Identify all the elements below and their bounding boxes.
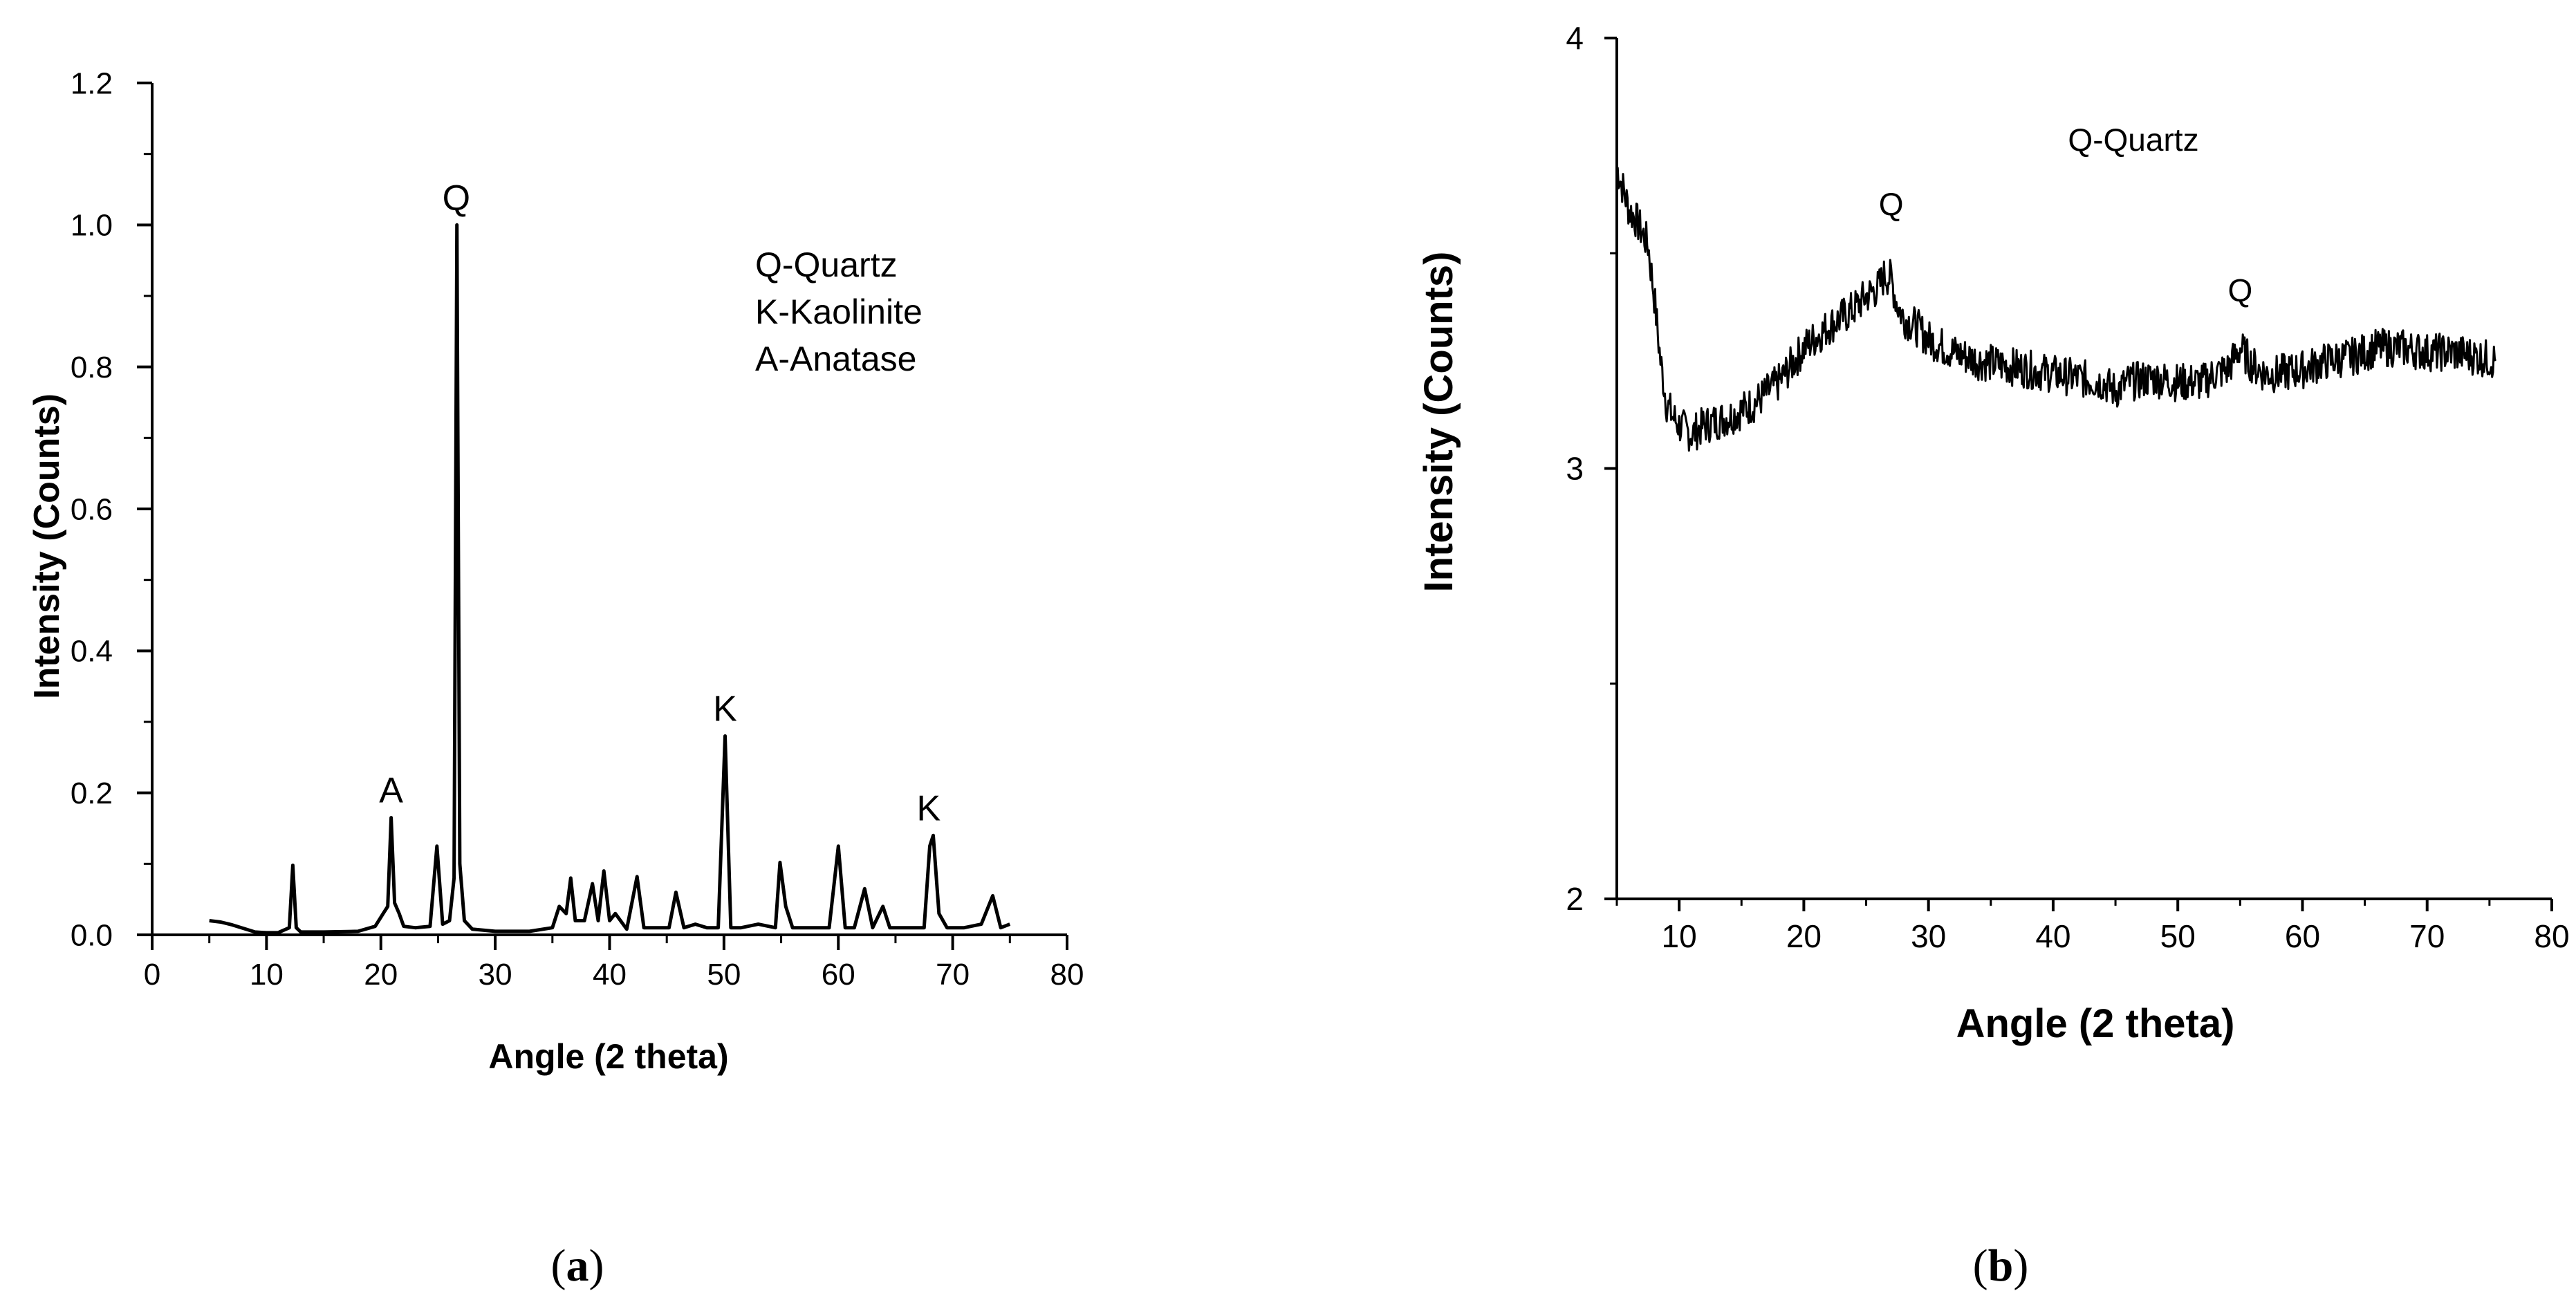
x-tick-label: 80 — [2534, 918, 2569, 954]
x-ticks-a: 0 10 20 30 40 50 60 70 80 — [144, 935, 1084, 992]
chart-panel-b: 10 20 30 40 50 60 70 80 234 QQ Q-Quartz Angle (… — [1416, 20, 2570, 1291]
x-axis-label-a: Angle (2 theta) — [488, 1037, 728, 1076]
x-tick-label: 20 — [364, 958, 398, 992]
x-tick-label: 0 — [144, 958, 160, 992]
peak-annotations-b: QQ — [1879, 186, 2253, 308]
y-tick-label: 2 — [1566, 881, 1584, 917]
x-tick-label: 40 — [593, 958, 627, 992]
y-tick-label: 4 — [1566, 20, 1584, 56]
legend-entry: Q-Quartz — [755, 245, 898, 284]
x-tick-label: 70 — [936, 958, 970, 992]
x-tick-label: 80 — [1050, 958, 1084, 992]
peak-annotation: Q — [443, 178, 470, 218]
y-tick-label: 0.4 — [71, 635, 113, 669]
peak-annotation: Q — [2227, 272, 2252, 308]
y-ticks-a: 0.0 0.2 0.4 0.6 0.8 1.0 1.2 — [71, 66, 152, 952]
y-ticks-b: 2 3 4 — [1566, 20, 1617, 917]
y-axis-label-a: Intensity (Counts) — [27, 393, 67, 699]
y-tick-label: 3 — [1566, 451, 1584, 487]
y-tick-label: 0.8 — [71, 351, 113, 384]
x-ticks-b: 10 20 30 40 50 60 70 80 — [1615, 899, 2570, 954]
y-tick-label: 0.0 — [71, 918, 113, 952]
legend-entry: K-Kaolinite — [755, 292, 923, 331]
x-tick-label: 10 — [1662, 918, 1697, 954]
peak-annotation: K — [713, 689, 737, 729]
x-tick-label: 20 — [1786, 918, 1822, 954]
peak-annotation: K — [917, 788, 941, 828]
panel-label-b: (b) — [1973, 1240, 2029, 1291]
panel-label-a: (a) — [551, 1240, 604, 1291]
peak-annotation: A — [379, 771, 403, 811]
peak-annotation: Q — [1879, 186, 1904, 222]
x-tick-label: 70 — [2409, 918, 2445, 954]
x-tick-label: 30 — [479, 958, 512, 992]
y-axis-label-b: Intensity (Counts) — [1416, 252, 1461, 593]
legend-b: Q-Quartz — [2068, 122, 2198, 158]
x-tick-label: 40 — [2035, 918, 2070, 954]
series-line-b — [1616, 166, 2497, 452]
chart-panel-a: 0 10 20 30 40 50 60 70 80 0.00.20.40.60.81.01.2 … — [27, 66, 1084, 1291]
x-tick-label: 50 — [707, 958, 741, 992]
legend-a: Q-Quartz K-Kaolinite A-Anatase — [755, 245, 923, 378]
x-tick-label: 30 — [1911, 918, 1946, 954]
y-tick-label: 1.0 — [71, 209, 113, 243]
x-tick-label: 10 — [250, 958, 284, 992]
x-tick-label: 60 — [822, 958, 855, 992]
x-tick-label: 50 — [2160, 918, 2196, 954]
y-tick-label: 1.2 — [71, 66, 113, 100]
x-axis-label-b: Angle (2 theta) — [1956, 1001, 2235, 1046]
x-tick-label: 60 — [2285, 918, 2320, 954]
peak-annotations-a: Q A K K — [379, 178, 940, 828]
y-tick-label: 0.6 — [71, 492, 113, 526]
series-line-a — [209, 223, 1011, 935]
y-tick-label: 0.2 — [71, 776, 113, 810]
legend-entry: Q-Quartz — [2068, 122, 2198, 158]
legend-entry: A-Anatase — [755, 340, 916, 378]
